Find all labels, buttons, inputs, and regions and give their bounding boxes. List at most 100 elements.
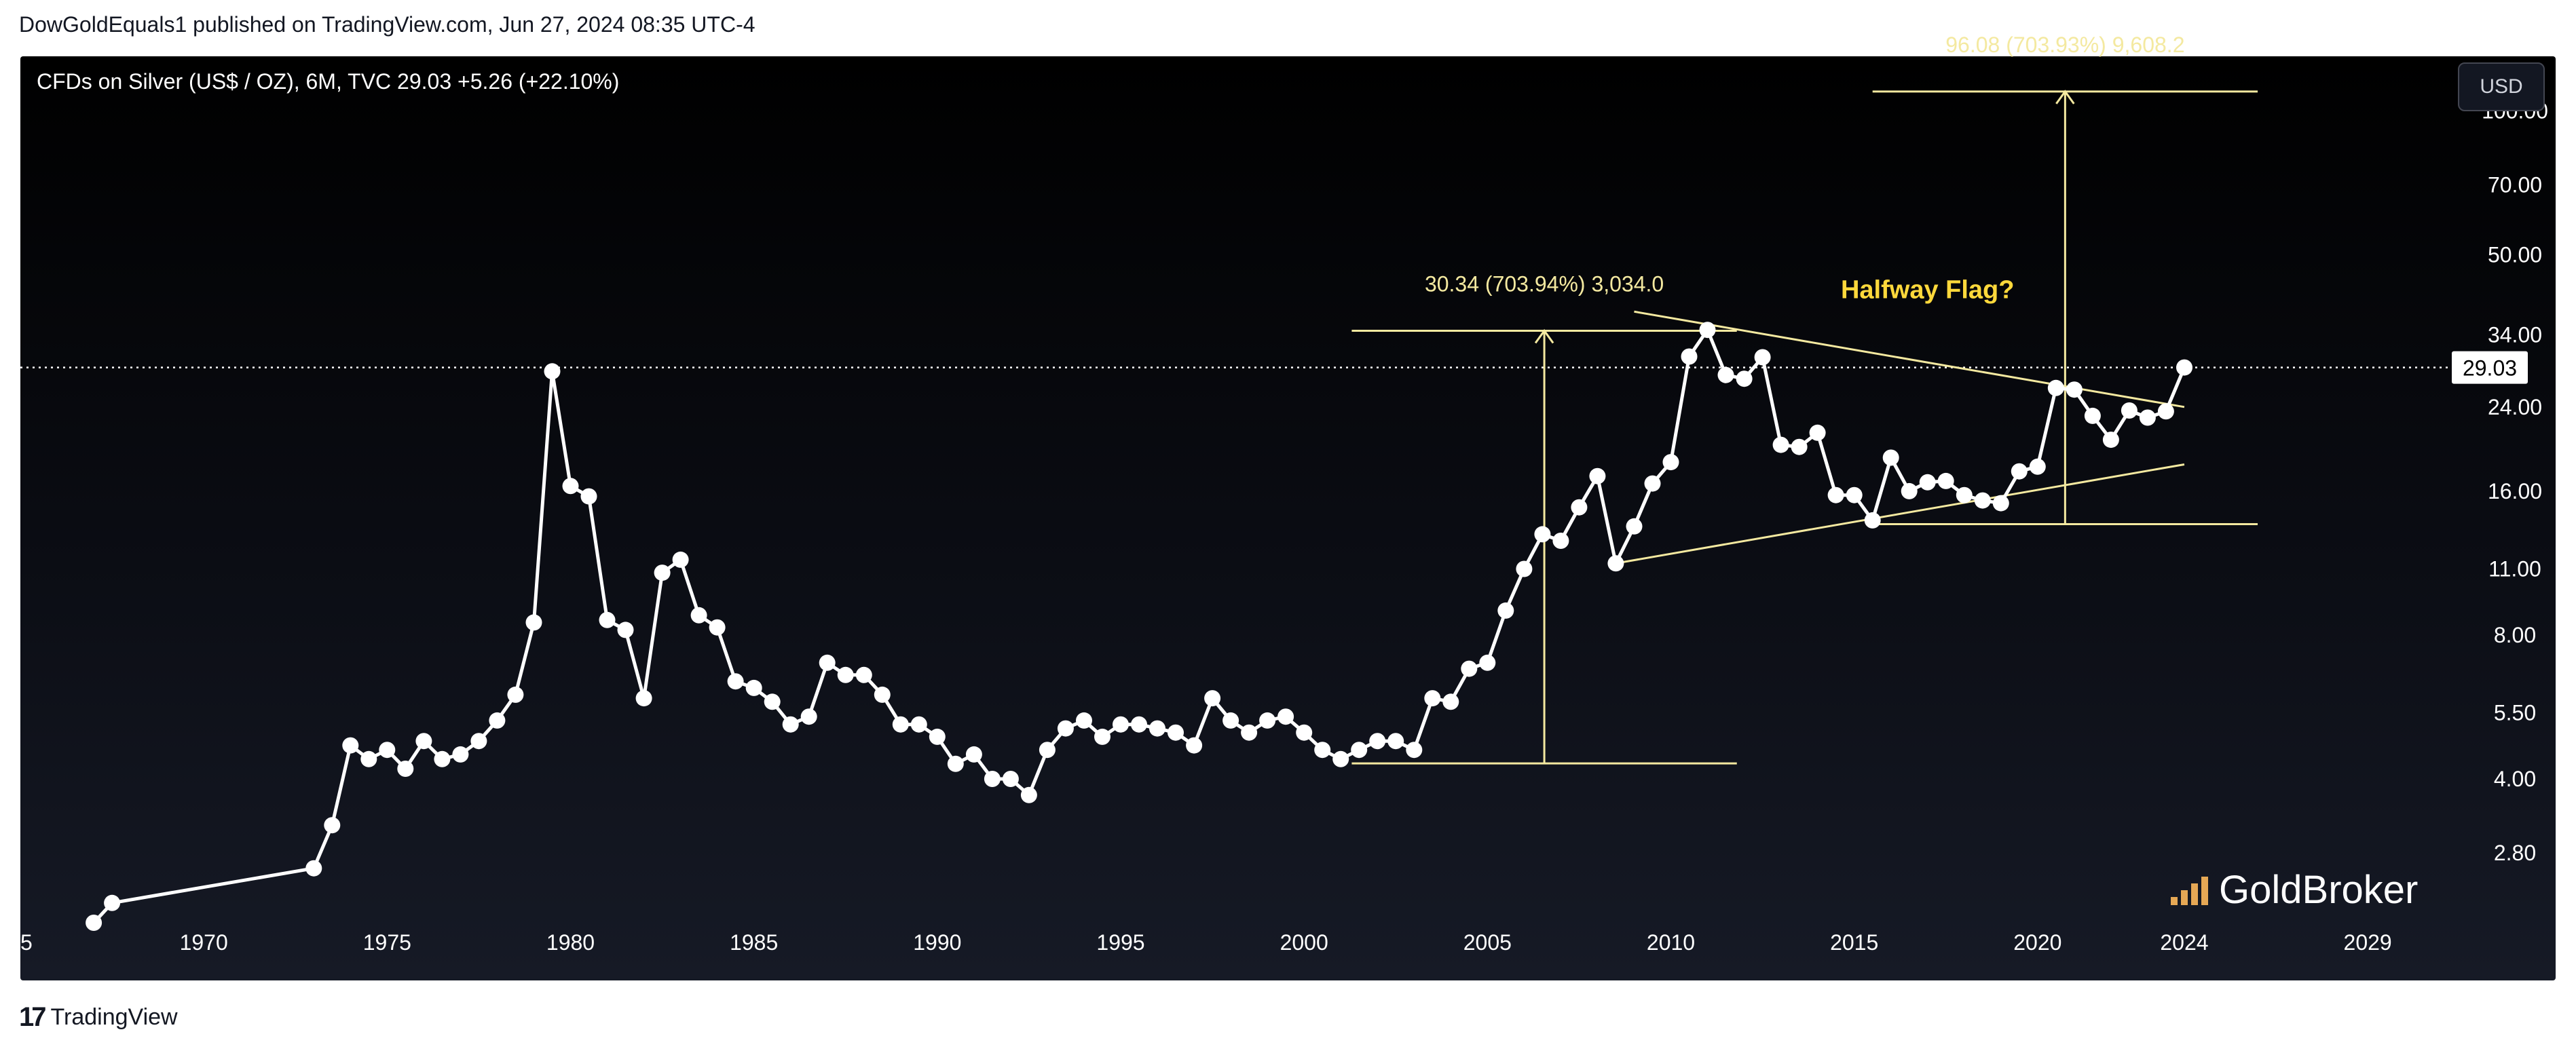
y-tick-label: 5.50 xyxy=(2494,701,2536,725)
price-point xyxy=(782,716,799,733)
price-point xyxy=(1589,467,1606,484)
price-point xyxy=(617,622,634,638)
trendline xyxy=(1634,310,2185,408)
price-point xyxy=(1772,436,1789,453)
price-point xyxy=(1076,712,1092,729)
price-point xyxy=(984,771,1001,787)
price-point xyxy=(947,755,964,772)
price-point xyxy=(2066,381,2083,398)
y-tick-label: 70.00 xyxy=(2488,172,2542,197)
price-point xyxy=(745,679,762,696)
price-point xyxy=(1113,716,1129,733)
x-tick-label: 1990 xyxy=(913,930,961,955)
price-point xyxy=(1699,322,1716,339)
price-point xyxy=(1516,560,1533,577)
price-point xyxy=(837,666,854,683)
footer: 17 TradingView xyxy=(19,1002,178,1033)
price-point xyxy=(672,551,689,568)
price-point xyxy=(2157,403,2174,420)
goldbroker-label: GoldBroker xyxy=(2219,868,2419,912)
y-tick-label: 34.00 xyxy=(2488,322,2542,347)
price-point xyxy=(1259,712,1276,729)
series-layer xyxy=(86,322,2192,931)
price-point xyxy=(1351,742,1368,759)
x-tick-label: 2024 xyxy=(2160,930,2208,955)
price-point xyxy=(1168,724,1184,741)
price-point xyxy=(1497,602,1514,619)
chart-panel[interactable] xyxy=(20,56,2556,980)
price-point xyxy=(2139,409,2156,426)
price-point xyxy=(360,750,377,767)
price-point xyxy=(1534,526,1551,543)
price-point xyxy=(929,728,946,745)
goldbroker-watermark: GoldBroker xyxy=(2171,867,2418,913)
x-tick-label: 2010 xyxy=(1647,930,1695,955)
price-point xyxy=(1901,482,1918,499)
price-point xyxy=(342,737,359,754)
x-tick-label: 2000 xyxy=(1280,930,1328,955)
price-point xyxy=(86,915,102,931)
price-point xyxy=(1607,555,1624,572)
price-point xyxy=(1241,724,1258,741)
price-point xyxy=(654,565,671,581)
price-point xyxy=(1094,728,1110,745)
price-point xyxy=(544,363,561,380)
price-point xyxy=(874,686,891,703)
measure-arrow-head xyxy=(2055,90,2075,104)
x-tick-label: 2015 xyxy=(1830,930,1878,955)
price-point xyxy=(1461,660,1478,677)
y-tick-label: 4.00 xyxy=(2494,767,2536,791)
trendline xyxy=(1616,463,2185,565)
price-point xyxy=(507,686,524,703)
price-point xyxy=(1736,370,1753,387)
x-tick-label: 65 xyxy=(8,930,33,955)
x-tick-label: 2029 xyxy=(2344,930,2392,955)
price-point xyxy=(1992,495,2009,512)
x-tick-label: 2005 xyxy=(1463,930,1512,955)
price-point xyxy=(470,733,487,750)
price-point xyxy=(1864,512,1881,529)
price-point xyxy=(397,761,414,777)
last-price-badge xyxy=(2452,351,2528,384)
price-point xyxy=(525,614,542,631)
price-point xyxy=(324,817,341,834)
price-point xyxy=(1571,499,1588,516)
price-point xyxy=(690,607,707,624)
price-point xyxy=(1974,492,1991,509)
price-point xyxy=(1479,654,1496,671)
y-tick-label: 24.00 xyxy=(2488,395,2542,419)
y-tick-label: 16.00 xyxy=(2488,479,2542,503)
y-tick-label: 11.00 xyxy=(2488,556,2541,581)
x-tick-label: 2020 xyxy=(2013,930,2061,955)
price-point xyxy=(855,666,872,683)
symbol-info[interactable]: CFDs on Silver (US$ / OZ), 6M, TVC 29.03… xyxy=(37,69,620,94)
price-point xyxy=(1424,690,1441,707)
measure-label: 96.08 (703.93%) 9,608.2 xyxy=(1945,33,2184,57)
price-point xyxy=(452,746,469,763)
price-point xyxy=(562,478,579,495)
price-point xyxy=(910,716,927,733)
price-point xyxy=(892,716,909,733)
price-point xyxy=(1644,475,1661,492)
annotation-layer: 30.34 (703.94%) 3,034.0 96.08 (703.93%) 9… xyxy=(1351,33,2258,765)
price-point xyxy=(599,611,616,628)
price-point xyxy=(1002,771,1019,787)
price-point xyxy=(1846,486,1863,503)
price-point xyxy=(434,750,451,767)
price-point xyxy=(709,619,726,636)
price-point xyxy=(489,712,506,729)
x-tick-label: 1985 xyxy=(730,930,778,955)
price-point xyxy=(1552,533,1569,549)
price-point xyxy=(2011,463,2028,480)
price-point xyxy=(1681,348,1698,365)
measure-arrow-head xyxy=(1534,328,1554,344)
price-point xyxy=(1626,518,1643,535)
x-tick-label: 1970 xyxy=(180,930,228,955)
currency-button[interactable]: USD xyxy=(2458,62,2545,111)
tradingview-logo-icon: 17 xyxy=(19,1002,46,1032)
price-point xyxy=(764,693,781,710)
price-point xyxy=(1387,733,1404,750)
price-point xyxy=(965,746,982,763)
price-point xyxy=(1882,449,1899,466)
